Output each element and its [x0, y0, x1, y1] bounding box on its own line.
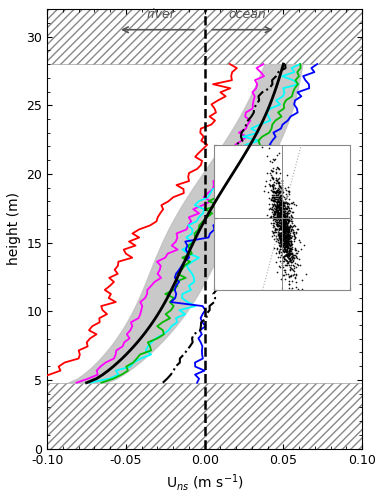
Y-axis label: height (m): height (m) [7, 192, 21, 266]
X-axis label: U$_{ns}$ (m s$^{-1}$): U$_{ns}$ (m s$^{-1}$) [166, 472, 244, 493]
Text: river: river [146, 8, 175, 22]
Text: ocean: ocean [228, 8, 266, 22]
